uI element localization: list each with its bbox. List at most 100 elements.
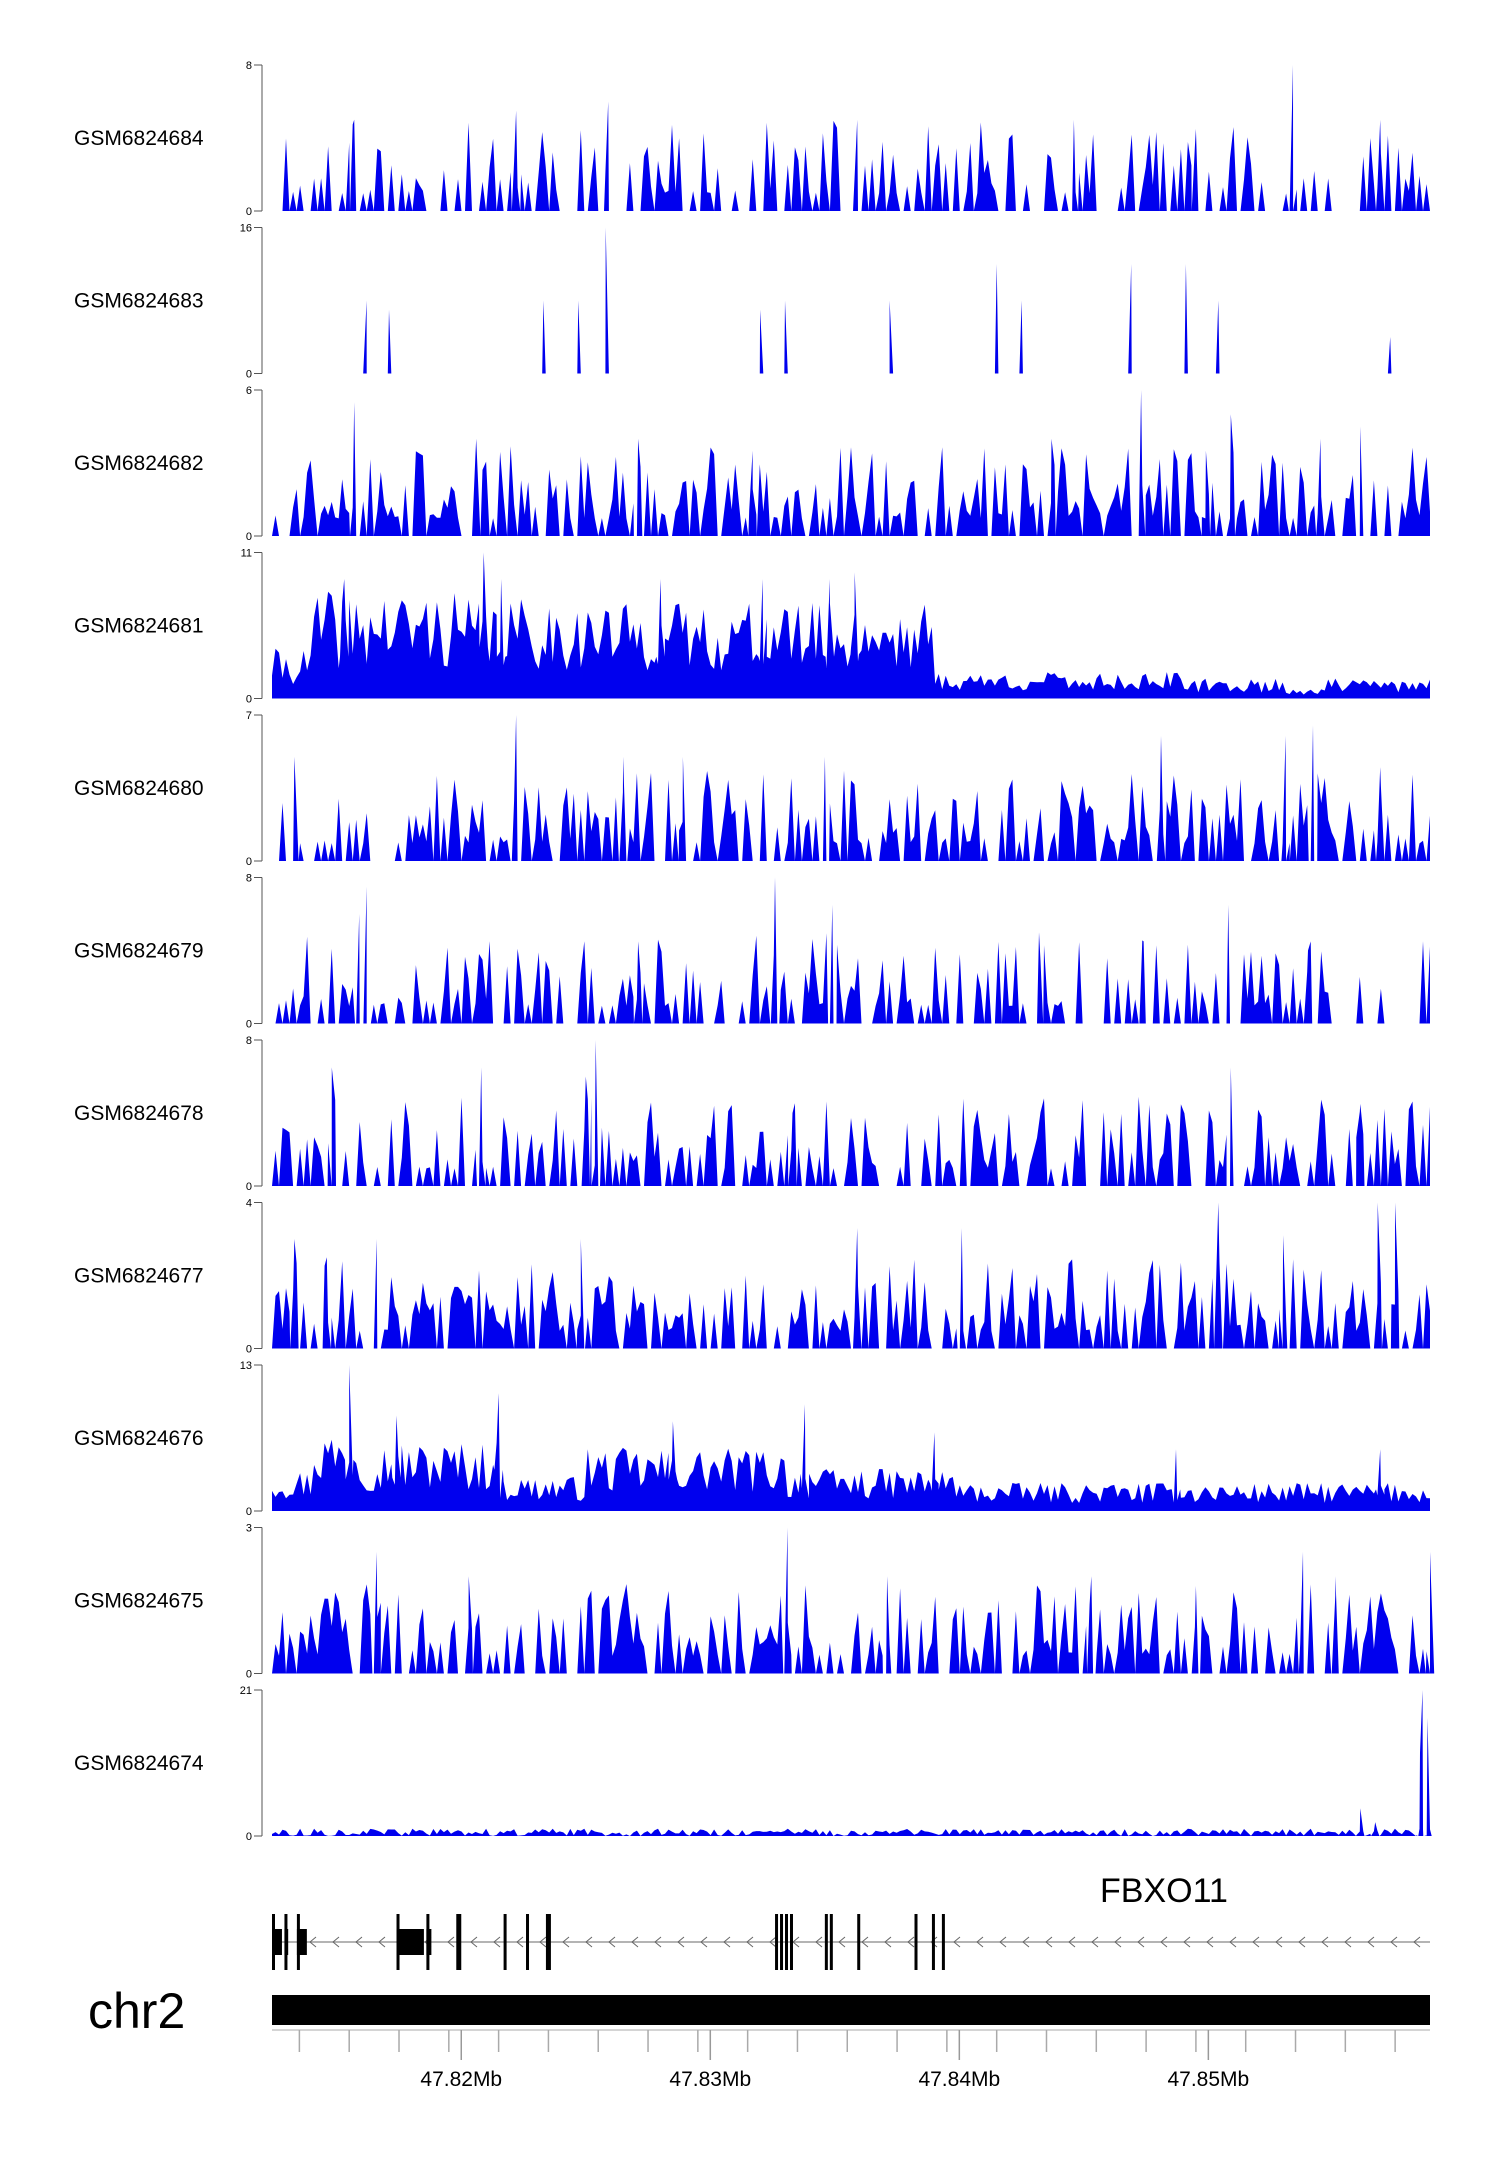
strand-arrow — [1344, 1936, 1352, 1948]
exon — [914, 1914, 918, 1970]
strand-arrow — [654, 1936, 662, 1948]
track-label: GSM6824678 — [74, 1102, 204, 1125]
strand-arrow — [1068, 1936, 1076, 1948]
track-label: GSM6824680 — [74, 777, 204, 800]
strand-arrow — [608, 1936, 616, 1948]
exon — [503, 1914, 507, 1970]
y-tick-label: 16 — [240, 223, 252, 235]
x-tick-label: 47.84Mb — [918, 2068, 1000, 2091]
strand-arrow — [815, 1936, 823, 1948]
track-label: GSM6824677 — [74, 1265, 204, 1288]
strand-arrow — [1298, 1936, 1306, 1948]
strand-arrow — [1206, 1936, 1214, 1948]
strand-arrow — [516, 1936, 524, 1948]
chromosome-label: chr2 — [88, 1983, 185, 2039]
strand-arrow — [1413, 1936, 1421, 1948]
y-tick-label: 0 — [246, 1344, 252, 1356]
strand-arrow — [746, 1936, 754, 1948]
y-tick-label: 8 — [246, 60, 252, 72]
track-GSM6824678: GSM6824678 8 0 — [74, 1035, 1430, 1193]
y-tick-label: 0 — [246, 531, 252, 543]
strand-arrow — [1229, 1936, 1237, 1948]
strand-arrow — [838, 1936, 846, 1948]
exon — [296, 1929, 307, 1955]
track-GSM6824682: GSM6824682 6 0 — [74, 385, 1430, 543]
exon — [931, 1914, 935, 1970]
strand-arrow — [1137, 1936, 1145, 1948]
y-tick-label: 6 — [246, 385, 252, 397]
track-label: GSM6824679 — [74, 940, 204, 963]
track-GSM6824676: GSM6824676 13 0 — [74, 1360, 1430, 1518]
genomic-axis: 47.82Mb 47.83Mb 47.84Mb 47.85Mb — [272, 2029, 1430, 2091]
exon — [857, 1914, 861, 1970]
coverage-tracks: GSM682468480GSM6824683160GSM682468260GSM… — [74, 60, 1435, 1843]
track-label: GSM6824683 — [74, 290, 204, 313]
strand-arrow — [447, 1936, 455, 1948]
exon — [941, 1914, 945, 1970]
coverage-area — [272, 227, 1430, 374]
chromosome-track: chr2 — [88, 1983, 1430, 2039]
coverage-area — [272, 877, 1430, 1024]
strand-arrow — [309, 1936, 317, 1948]
exon — [829, 1914, 833, 1970]
y-tick-label: 0 — [246, 206, 252, 218]
coverage-area — [272, 65, 1430, 211]
strand-arrow — [700, 1936, 708, 1948]
y-tick-label: 13 — [240, 1360, 252, 1372]
strand-arrow — [539, 1936, 547, 1948]
y-tick-label: 3 — [246, 1523, 252, 1535]
exon — [780, 1914, 784, 1970]
strand-arrow — [1183, 1936, 1191, 1948]
track-GSM6824684: GSM6824684 8 0 — [74, 60, 1430, 218]
track-label: GSM6824676 — [74, 1427, 204, 1450]
x-tick-label: 47.85Mb — [1167, 2068, 1249, 2091]
exon — [284, 1929, 289, 1955]
y-tick-label: 4 — [246, 1198, 252, 1210]
track-label: GSM6824675 — [74, 1590, 204, 1613]
y-tick-label: 0 — [246, 1181, 252, 1193]
coverage-area — [272, 1527, 1435, 1674]
exon — [456, 1914, 462, 1970]
strand-arrow — [1390, 1936, 1398, 1948]
strand-arrow — [1321, 1936, 1329, 1948]
exon — [789, 1914, 793, 1970]
track-GSM6824681: GSM6824681 11 0 — [74, 548, 1430, 706]
track-label: GSM6824674 — [74, 1752, 204, 1775]
y-tick-label: 0 — [246, 1019, 252, 1031]
track-GSM6824683: GSM6824683 16 0 — [74, 223, 1430, 381]
strand-arrow — [999, 1936, 1007, 1948]
track-GSM6824680: GSM6824680 7 0 — [74, 710, 1430, 868]
x-tick-label: 47.82Mb — [420, 2068, 502, 2091]
y-tick-label: 21 — [240, 1685, 252, 1697]
gene-track: FBXO11 — [272, 1872, 1430, 1970]
strand-arrow — [1022, 1936, 1030, 1948]
strand-arrow — [930, 1936, 938, 1948]
coverage-area — [272, 1202, 1430, 1349]
coverage-area — [272, 390, 1430, 536]
y-tick-label: 0 — [246, 1669, 252, 1681]
strand-arrow — [769, 1936, 777, 1948]
strand-arrow — [631, 1936, 639, 1948]
exon — [775, 1914, 779, 1970]
exon — [426, 1929, 432, 1955]
strand-arrow — [723, 1936, 731, 1948]
y-tick-label: 11 — [241, 548, 252, 560]
track-label: GSM6824682 — [74, 452, 204, 475]
y-tick-label: 0 — [246, 1506, 252, 1518]
y-tick-label: 8 — [246, 873, 252, 885]
strand-arrow — [332, 1936, 340, 1948]
y-tick-label: 8 — [246, 1035, 252, 1047]
strand-arrow — [1275, 1936, 1283, 1948]
track-GSM6824675: GSM6824675 3 0 — [74, 1523, 1435, 1681]
coverage-area — [272, 1040, 1430, 1186]
strand-arrow — [470, 1936, 478, 1948]
exon — [396, 1929, 424, 1955]
strand-arrow — [884, 1936, 892, 1948]
coverage-area — [272, 552, 1430, 699]
track-label: GSM6824681 — [74, 615, 204, 638]
exon — [785, 1914, 789, 1970]
strand-arrow — [907, 1936, 915, 1948]
strand-arrow — [1367, 1936, 1375, 1948]
y-tick-label: 7 — [246, 710, 252, 722]
